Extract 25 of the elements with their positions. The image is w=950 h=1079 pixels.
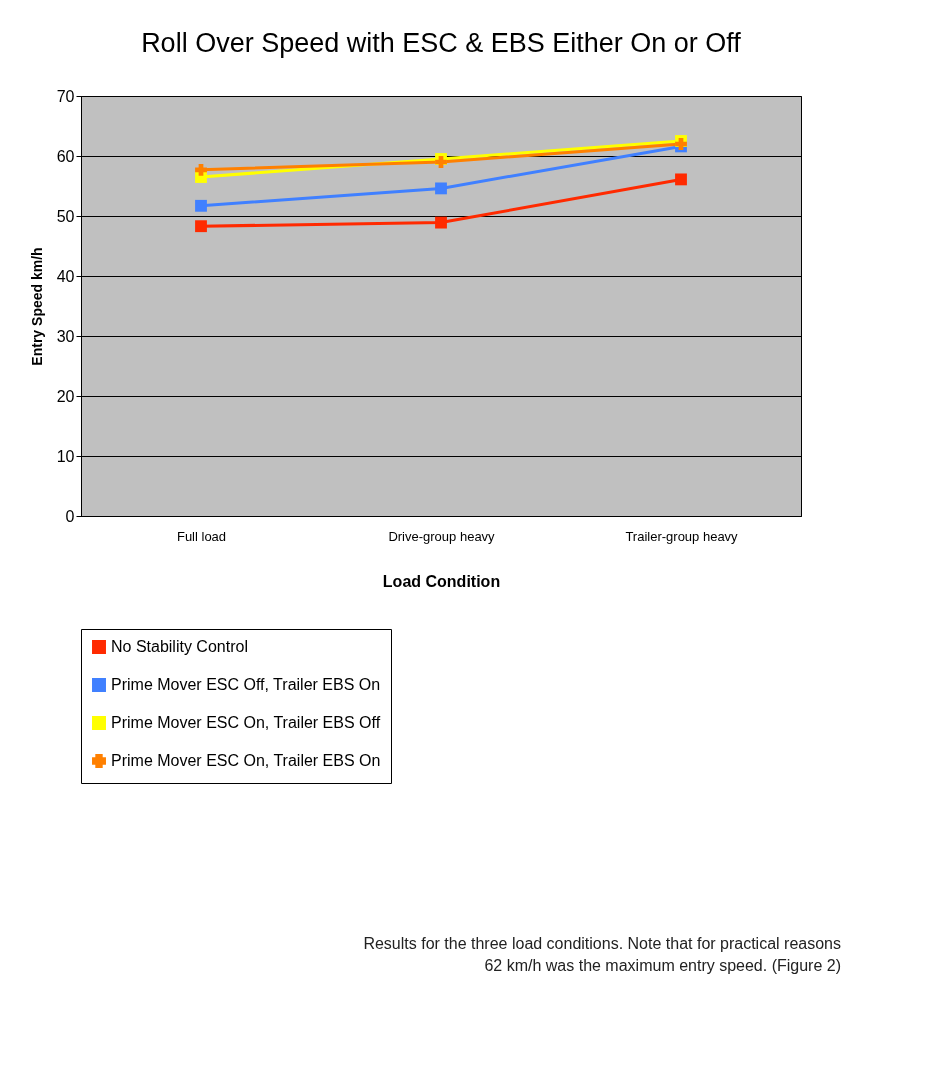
y-tick-label: 10 [56,447,75,465]
point [195,220,207,233]
x-tick-label: Full load [176,528,227,544]
x-tick-label: Trailer-group heavy [625,528,739,544]
y-tick-label: 40 [56,267,75,285]
legend-label: No Stability Control [111,638,248,655]
text: Results for the three load conditions. Note that for practical reasons 62 km/h was the maximum entry speed. (Figure 2) [363,935,841,974]
point [435,182,447,195]
y-tick-label: 60 [56,147,75,165]
y-tick-label: 20 [56,387,75,405]
point [195,199,207,212]
x-tick-label: Drive-group heavy [388,528,496,544]
y-tick-label: 0 [65,507,75,525]
y-tick-label: 30 [56,327,75,345]
y-tick-label: 70 [56,87,75,105]
x-axis-title: Load Condition [382,572,501,590]
y-tick-label: 50 [56,207,75,225]
point [195,163,207,176]
chart-title: Roll Over Speed with ESC & EBS Either On or Off [141,28,742,58]
legend-label: Prime Mover ESC On, Trailer EBS On [111,752,381,769]
legend-label: Prime Mover ESC Off, Trailer EBS On [111,676,381,693]
y-axis-title: Entry Speed km/h [28,247,45,366]
point [675,173,687,186]
legend-label: Prime Mover ESC On, Trailer EBS Off [111,714,381,731]
point [435,216,447,229]
